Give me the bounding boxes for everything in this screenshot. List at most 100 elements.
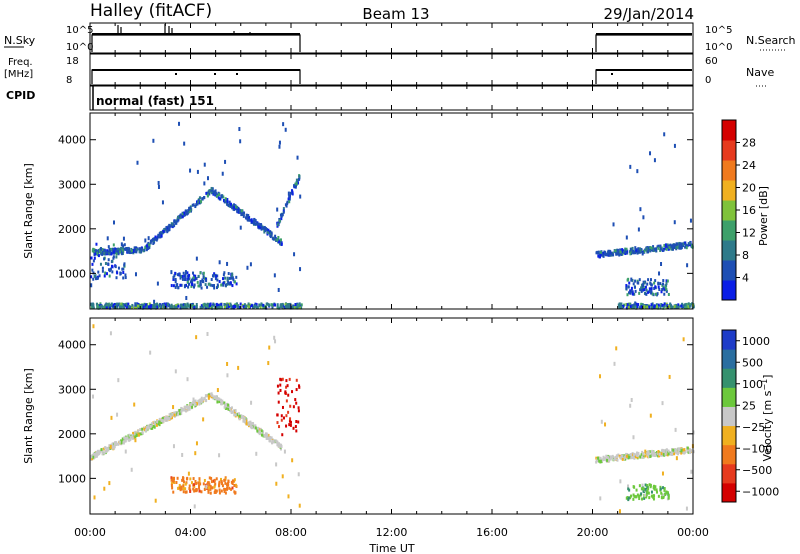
data-cell (240, 414, 243, 418)
data-cell (279, 303, 282, 307)
data-cell (628, 281, 631, 285)
data-cell (211, 284, 214, 288)
data-cell (657, 306, 660, 310)
data-cell (247, 216, 250, 220)
data-cell (266, 302, 269, 306)
data-cell (104, 262, 107, 266)
data-cell (193, 483, 196, 487)
data-cell (179, 306, 182, 310)
data-cell (202, 482, 205, 486)
data-cell (652, 245, 655, 249)
data-cell (224, 481, 227, 485)
data-cell (174, 411, 177, 415)
data-cell (631, 292, 634, 296)
data-cell (227, 403, 230, 407)
data-cell (202, 417, 205, 422)
data-cell (652, 497, 655, 501)
data-cell (180, 305, 183, 309)
data-cell (178, 412, 181, 416)
data-cell (143, 302, 146, 306)
nsearch-tick-low: 10^0 (705, 42, 732, 53)
data-cell (639, 247, 642, 251)
data-cell (277, 287, 280, 292)
data-cell (139, 428, 142, 432)
data-cell (132, 431, 135, 435)
data-cell (660, 303, 663, 307)
data-cell (165, 305, 168, 309)
data-cell (681, 244, 684, 248)
data-cell (147, 424, 150, 428)
data-cell (278, 144, 281, 149)
data-cell (665, 289, 668, 293)
data-cell (636, 305, 639, 309)
data-cell (234, 206, 237, 210)
data-cell (606, 252, 609, 256)
data-cell (170, 303, 173, 307)
data-cell (298, 303, 301, 307)
data-cell (164, 418, 167, 422)
data-cell (137, 433, 140, 437)
data-cell (216, 278, 219, 282)
data-cell (599, 250, 602, 254)
data-cell (641, 487, 644, 491)
data-cell (625, 496, 628, 500)
data-cell (294, 185, 297, 189)
data-cell (193, 485, 196, 489)
data-cell (652, 453, 655, 457)
nsky-tick-high: 10^5 (66, 25, 93, 36)
data-cell (153, 303, 156, 307)
data-cell (248, 424, 251, 428)
data-cell (230, 202, 233, 206)
data-cell (182, 476, 185, 480)
data-cell (108, 444, 111, 448)
data-cell (155, 423, 158, 427)
data-cell (154, 303, 157, 307)
data-cell (202, 271, 205, 275)
data-cell (105, 306, 108, 310)
data-cell (117, 442, 120, 446)
data-cell (251, 304, 254, 308)
velocity-y-ticks: 1000 2000 3000 4000 (58, 339, 693, 485)
data-cell (92, 306, 95, 310)
data-cell (242, 419, 245, 423)
data-cell (282, 416, 285, 420)
data-cell (627, 285, 630, 289)
data-cell (126, 436, 129, 440)
x-tick-label: 20:00 (577, 526, 609, 539)
data-cell (205, 304, 208, 308)
data-cell (174, 413, 177, 417)
data-cell (213, 192, 216, 196)
data-cell (250, 422, 253, 426)
data-cell (662, 496, 665, 500)
data-cell (662, 282, 665, 286)
data-cell (215, 302, 218, 306)
data-cell (677, 452, 680, 456)
data-cell (102, 447, 105, 451)
colorbar-tick-label: 16 (742, 204, 756, 217)
data-cell (233, 203, 236, 207)
data-cell (657, 494, 660, 498)
data-cell (228, 486, 231, 490)
data-cell (239, 225, 242, 230)
data-cell (213, 284, 216, 288)
data-cell (629, 305, 632, 309)
data-cell (630, 286, 633, 290)
colorbar-tick-label: 24 (742, 159, 756, 172)
data-cell (640, 288, 643, 293)
data-cell (239, 210, 242, 214)
data-cell (207, 490, 210, 494)
data-cell (220, 480, 223, 484)
data-cell (262, 303, 265, 307)
data-cell (203, 478, 206, 482)
data-cell (179, 213, 182, 217)
data-cell (655, 247, 658, 251)
data-cell (675, 244, 678, 248)
data-cell (117, 378, 120, 383)
station-title: Halley (fitACF) (90, 1, 212, 21)
data-cell (171, 225, 174, 229)
data-cell (101, 248, 104, 252)
data-cell (675, 449, 678, 453)
data-cell (250, 400, 253, 405)
data-cell (226, 303, 229, 307)
data-cell (170, 476, 173, 480)
